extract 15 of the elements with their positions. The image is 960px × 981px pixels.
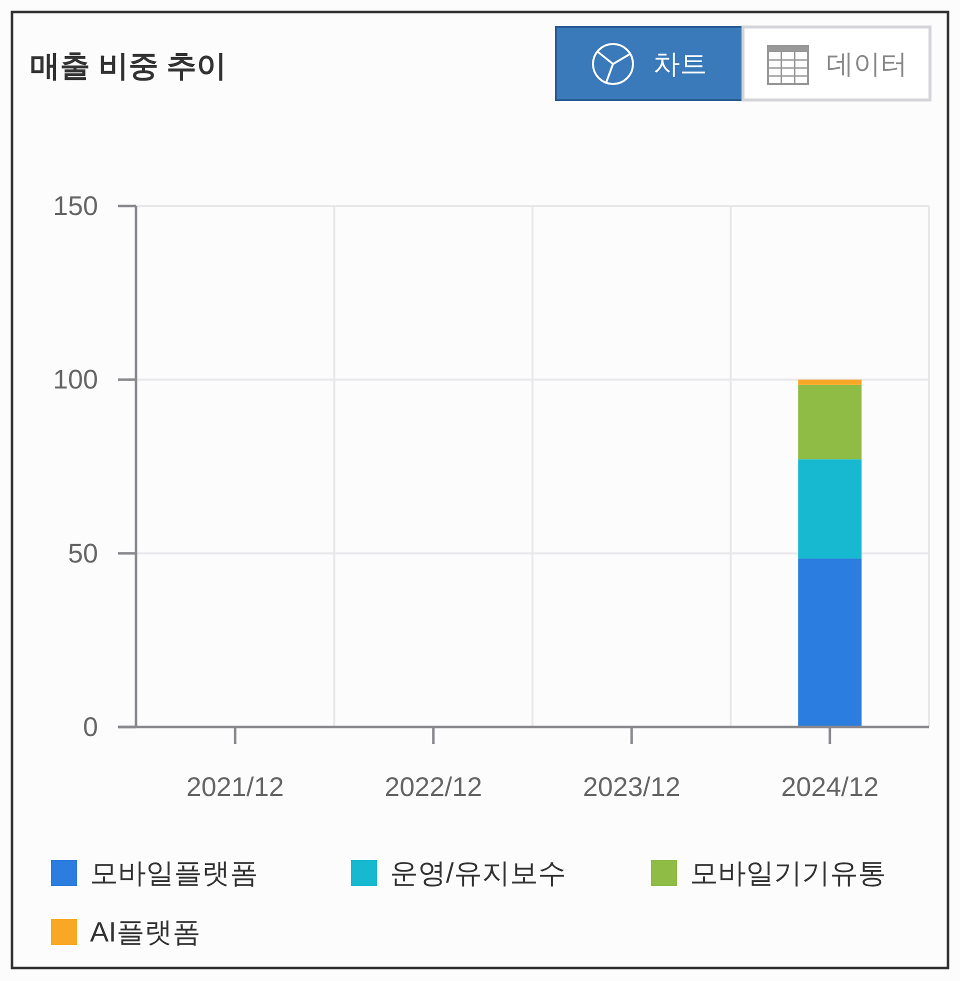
y-tick-label: 0 [82, 712, 98, 742]
text: 데이터 [826, 49, 908, 79]
x-tick-label: 2023/12 [582, 772, 680, 802]
x-tick-label: 2021/12 [186, 772, 284, 802]
x-tick-label: 2024/12 [781, 772, 879, 802]
y-tick-label: 50 [68, 538, 98, 568]
legend-label: 운영/유지보수 [390, 858, 566, 888]
y-tick-label: 100 [52, 364, 98, 395]
legend-label: AI플랫폼 [90, 916, 200, 948]
y-tick-label: 150 [52, 191, 98, 221]
chart-title: 매출 비중 추이 [30, 50, 227, 83]
text: 차트 [653, 49, 707, 79]
legend-label: 모바일플랫폼 [90, 858, 258, 888]
x-tick-label: 2022/12 [384, 772, 482, 802]
legend-label: 모바일기기유통 [690, 858, 886, 888]
